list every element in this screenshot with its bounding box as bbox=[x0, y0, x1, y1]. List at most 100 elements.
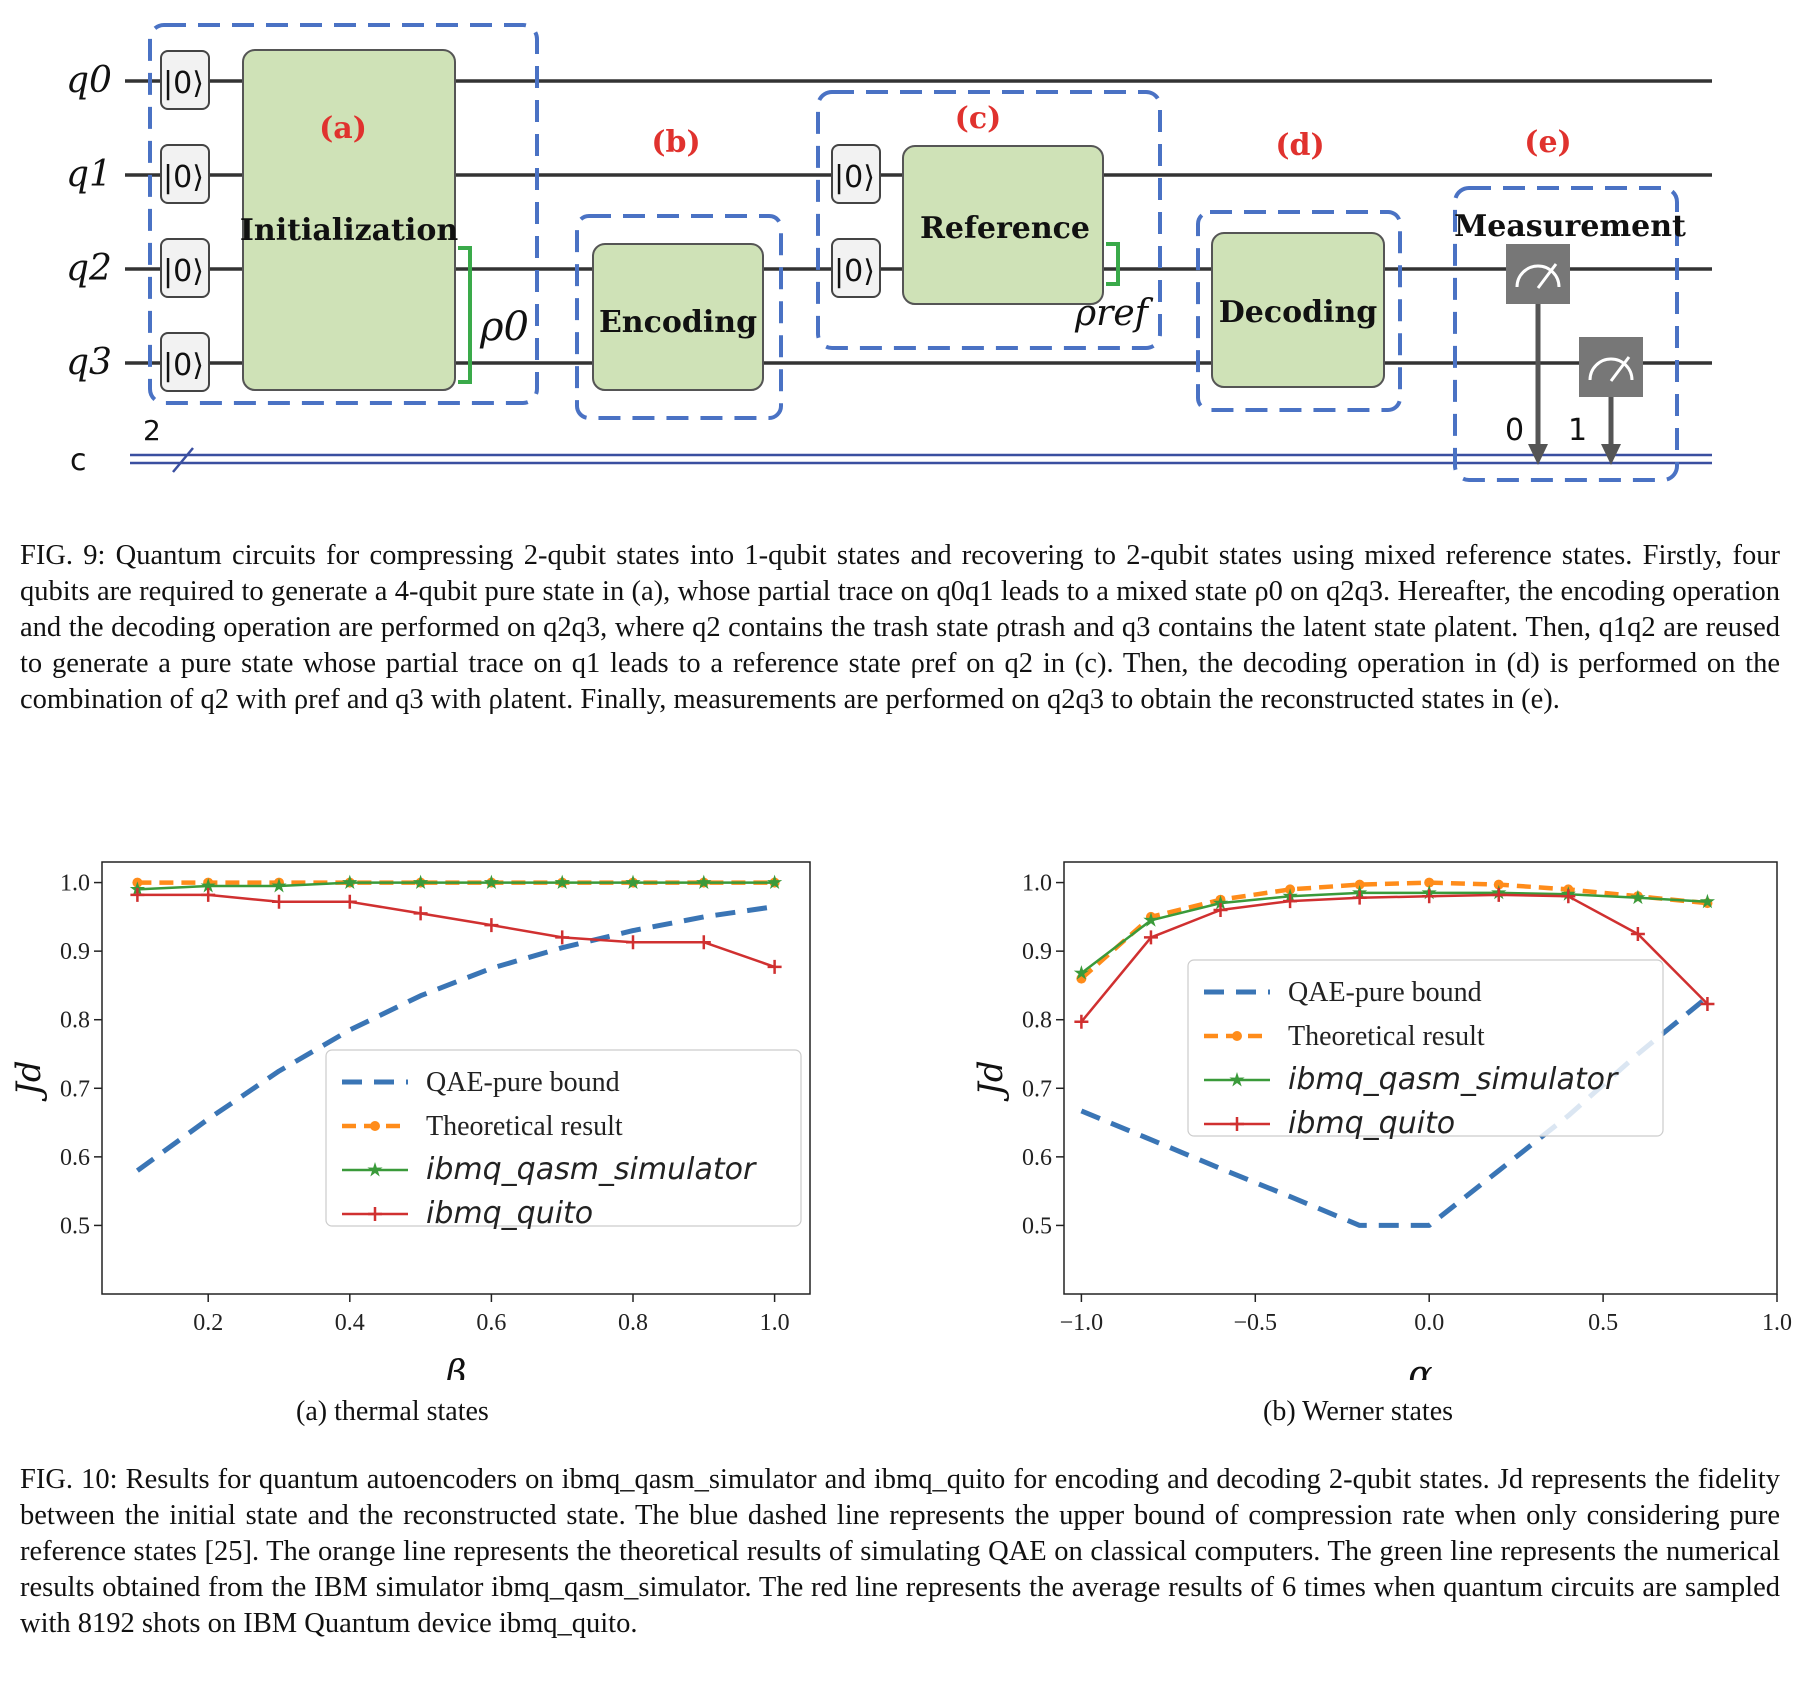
data-point bbox=[1229, 1072, 1245, 1087]
data-point bbox=[1352, 890, 1367, 905]
data-point bbox=[696, 935, 711, 950]
block-c-dashed-frame bbox=[816, 90, 1162, 350]
data-point bbox=[1422, 889, 1437, 904]
fig9-caption-label: FIG. 9: bbox=[20, 540, 106, 571]
ket-gates-a: |0⟩ |0⟩ |0⟩ |0⟩ bbox=[160, 50, 210, 392]
series-line bbox=[1080, 891, 1708, 975]
rho0-label: ρ0 bbox=[479, 304, 529, 350]
fig9-caption: FIG. 9: Quantum circuits for compressing… bbox=[20, 538, 1780, 718]
x-tick-label: −0.5 bbox=[1234, 1310, 1278, 1336]
initialization-gate bbox=[242, 49, 456, 391]
data-point bbox=[1354, 879, 1365, 890]
y-tick-label: 0.5 bbox=[1022, 1213, 1052, 1239]
legend-label: ibmq_qasm_simulator bbox=[426, 1152, 757, 1187]
data-point bbox=[1699, 893, 1715, 909]
subcaption-b: (b) Werner states bbox=[1263, 1396, 1454, 1427]
data-point bbox=[767, 874, 783, 889]
legend-label: Theoretical result bbox=[426, 1111, 623, 1142]
reference-label: Reference bbox=[920, 211, 1090, 246]
data-point bbox=[484, 918, 499, 933]
data-point bbox=[1283, 894, 1298, 909]
series-line bbox=[1080, 893, 1709, 1023]
x-tick-label: 0.6 bbox=[476, 1310, 506, 1336]
block-e-tag: (e) bbox=[1524, 125, 1571, 160]
block-e-dashed-frame bbox=[1453, 186, 1679, 482]
legend-label: QAE-pure bound bbox=[426, 1067, 620, 1098]
data-point bbox=[1143, 930, 1158, 945]
rhoref-bracket bbox=[1106, 242, 1120, 286]
initialization-label: Initialization bbox=[240, 213, 458, 248]
decoding-gate bbox=[1211, 232, 1385, 388]
series-line bbox=[135, 904, 775, 1173]
x-axis-label: β bbox=[444, 1354, 467, 1380]
x-axis-label: α bbox=[1408, 1354, 1432, 1380]
svg-text:|0⟩: |0⟩ bbox=[163, 66, 204, 101]
y-tick-label: 0.7 bbox=[1022, 1076, 1052, 1102]
legend-label: QAE-pure bound bbox=[1288, 977, 1482, 1008]
x-tick-label: 0.5 bbox=[1588, 1310, 1618, 1336]
data-point bbox=[1074, 1014, 1089, 1029]
data-point bbox=[272, 894, 286, 909]
data-point bbox=[555, 930, 570, 945]
y-tick-label: 0.7 bbox=[60, 1076, 90, 1102]
data-point bbox=[368, 1207, 382, 1221]
block-c-tag: (c) bbox=[955, 101, 1002, 136]
y-tick-label: 0.8 bbox=[60, 1008, 90, 1034]
legend: QAE-pure bound Theoretical result ibmq_qas… bbox=[1187, 959, 1664, 1141]
block-d-tag: (d) bbox=[1275, 128, 1324, 163]
block-b-tag: (b) bbox=[651, 125, 700, 160]
x-tick-label: 1.0 bbox=[760, 1310, 790, 1336]
data-point bbox=[1630, 889, 1646, 905]
data-point bbox=[1491, 887, 1506, 902]
qubit-label-q3: q3 bbox=[66, 342, 112, 383]
x-tick-label: 0.0 bbox=[1414, 1310, 1444, 1336]
block-b-dashed-frame bbox=[575, 214, 783, 420]
data-point bbox=[130, 887, 145, 902]
y-tick-label: 0.6 bbox=[60, 1145, 90, 1171]
legend-label: ibmq_quito bbox=[1288, 1106, 1455, 1141]
subcaption-a: (a) thermal states bbox=[296, 1396, 489, 1427]
x-tick-label: 0.4 bbox=[335, 1310, 365, 1336]
data-point bbox=[1561, 889, 1576, 904]
data-point bbox=[1700, 996, 1715, 1011]
data-point bbox=[625, 874, 641, 889]
classical-wire bbox=[130, 447, 1712, 473]
encoding-gate bbox=[592, 243, 764, 391]
legend-label: ibmq_quito bbox=[426, 1196, 593, 1231]
data-point bbox=[342, 874, 358, 889]
data-point bbox=[201, 887, 216, 902]
rhoref-label: ρref bbox=[1074, 293, 1154, 334]
fig10-caption-text: Results for quantum autoencoders on ibmq… bbox=[20, 1464, 1781, 1639]
y-tick-label: 1.0 bbox=[60, 871, 90, 897]
y-tick-label: 0.9 bbox=[60, 939, 90, 965]
svg-text:|0⟩: |0⟩ bbox=[834, 254, 875, 289]
y-tick-label: 1.0 bbox=[1022, 871, 1052, 897]
data-point bbox=[342, 894, 357, 909]
data-point bbox=[200, 878, 216, 893]
data-point bbox=[1230, 1117, 1244, 1131]
svg-text:|0⟩: |0⟩ bbox=[834, 160, 875, 195]
block-a-dashed-frame bbox=[148, 23, 539, 405]
series-3 bbox=[1074, 887, 1715, 1029]
y-axis-label: Jd bbox=[9, 1060, 49, 1101]
qubit-label-q0: q0 bbox=[66, 60, 112, 101]
meter-q2 bbox=[1506, 244, 1570, 465]
data-point bbox=[367, 1162, 383, 1177]
block-d-dashed-frame bbox=[1196, 210, 1402, 412]
y-axis-label: Jd bbox=[971, 1060, 1011, 1101]
decoding-label: Decoding bbox=[1219, 295, 1378, 330]
data-point bbox=[1073, 965, 1089, 980]
data-point bbox=[554, 874, 570, 889]
series-0 bbox=[135, 904, 775, 1173]
block-a-tag: (a) bbox=[319, 111, 367, 146]
data-point bbox=[413, 874, 429, 889]
x-tick-label: 0.2 bbox=[193, 1310, 223, 1336]
chart-thermal-states: 0.2 0.4 0.6 0.8 1.0 0.5 0.6 0.7 0.8 0.9 1.0 β Jd QAE-… bbox=[9, 861, 811, 1380]
data-point bbox=[1143, 912, 1159, 927]
series-line bbox=[137, 881, 775, 891]
legend: QAE-pure bound Theoretical result ibmq_qas… bbox=[325, 1049, 802, 1231]
meter-q3 bbox=[1579, 337, 1643, 465]
data-point bbox=[626, 935, 640, 950]
x-tick-label: −1.0 bbox=[1060, 1310, 1104, 1336]
chart-werner-states: −1.0 −0.5 0.0 0.5 1.0 0.5 0.6 0.7 0.8 0.9 1.0 α Jd QA… bbox=[971, 861, 1792, 1380]
